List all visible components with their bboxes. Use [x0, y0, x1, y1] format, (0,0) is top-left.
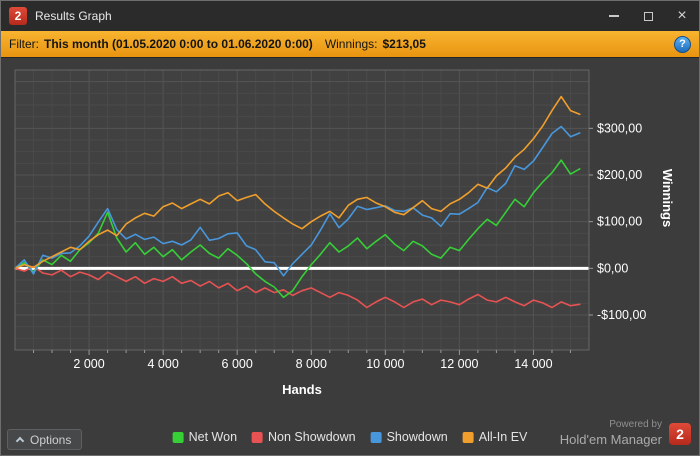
- chart-legend: Net Won Non Showdown Showdown All-In EV: [172, 430, 528, 444]
- window-title: Results Graph: [35, 9, 112, 23]
- filter-label: Filter:: [9, 37, 39, 51]
- legend-swatch: [252, 431, 264, 443]
- minimize-icon: [609, 15, 619, 17]
- legend-label: Net Won: [188, 430, 238, 444]
- help-icon: ?: [679, 38, 686, 50]
- series-line-non-showdown: [14, 265, 581, 309]
- title-bar: 2 Results Graph ×: [1, 1, 699, 31]
- legend-label: Non Showdown: [268, 430, 356, 444]
- y-axis-title: Winnings: [660, 169, 675, 227]
- close-icon: ×: [677, 7, 687, 24]
- legend-swatch: [370, 431, 382, 443]
- filter-bar[interactable]: Filter: This month (01.05.2020 0:00 to 0…: [1, 31, 699, 58]
- x-tick-label: 6 000: [222, 357, 253, 371]
- chevron-up-icon: [15, 436, 25, 446]
- options-button[interactable]: Options: [7, 429, 83, 450]
- y-tick-label: $300,00: [597, 121, 642, 135]
- maximize-button[interactable]: [631, 1, 665, 31]
- filter-range-text: This month (01.05.2020 0:00 to 01.06.202…: [44, 37, 313, 51]
- series-line-all-in-ev: [14, 95, 581, 270]
- series-line-net-won: [14, 159, 581, 299]
- window-controls: ×: [597, 1, 699, 31]
- close-button[interactable]: ×: [665, 1, 699, 31]
- options-label: Options: [30, 432, 72, 447]
- x-tick-label: 12 000: [440, 357, 478, 371]
- help-button[interactable]: ?: [674, 35, 691, 53]
- winnings-label: Winnings:: [324, 37, 378, 51]
- legend-item-net-won[interactable]: Net Won: [172, 430, 238, 444]
- app-logo-icon: 2: [9, 7, 27, 25]
- powered-by-text: Powered by Hold'em Manager: [560, 419, 662, 448]
- x-tick-label: 14 000: [514, 357, 552, 371]
- series-line-showdown: [14, 125, 581, 277]
- chart-region: 2 000 4 000 6 000 8 000 10 000 12 000 14 000 $3…: [1, 58, 699, 413]
- x-axis-title: Hands: [282, 382, 322, 397]
- legend-item-all-in-ev[interactable]: All-In EV: [462, 430, 528, 444]
- y-tick-label: $200,00: [597, 168, 642, 182]
- minimize-button[interactable]: [597, 1, 631, 31]
- y-tick-label: $0,00: [597, 261, 628, 275]
- plot-border: [14, 69, 590, 351]
- winnings-value: $213,05: [382, 37, 426, 51]
- maximize-icon: [643, 11, 653, 21]
- legend-item-showdown[interactable]: Showdown: [370, 430, 448, 444]
- y-tick-label: -$100,00: [597, 308, 646, 322]
- legend-label: All-In EV: [478, 430, 528, 444]
- x-tick-label: 4 000: [147, 357, 178, 371]
- x-tick-label: 8 000: [296, 357, 327, 371]
- powered-by-label: Powered by: [609, 419, 662, 431]
- results-chart[interactable]: 2 000 4 000 6 000 8 000 10 000 12 000 14 000 $3…: [1, 58, 700, 413]
- legend-item-non-showdown[interactable]: Non Showdown: [252, 430, 356, 444]
- brand-name: Hold'em Manager: [559, 431, 662, 447]
- legend-label: Showdown: [386, 430, 448, 444]
- legend-swatch: [172, 431, 184, 443]
- y-tick-label: $100,00: [597, 215, 642, 229]
- x-tick-label: 10 000: [366, 357, 404, 371]
- legend-swatch: [462, 431, 474, 443]
- powered-by: Powered by Hold'em Manager 2: [560, 419, 691, 448]
- brand-logo-icon: 2: [669, 422, 691, 445]
- x-tick-label: 2 000: [73, 357, 104, 371]
- bottom-bar: Options Net Won Non Showdown Showdown All-I…: [1, 413, 699, 455]
